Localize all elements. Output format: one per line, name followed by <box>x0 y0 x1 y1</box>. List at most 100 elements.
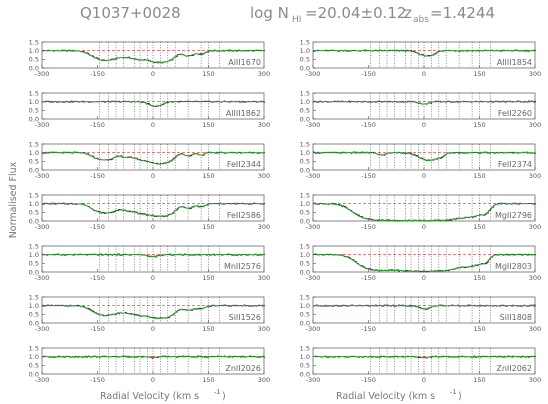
x-tick-label: 0 <box>422 70 426 78</box>
model-fit-line <box>42 356 264 358</box>
y-tick-label: 0.5 <box>29 107 39 115</box>
x-tick-label: -150 <box>90 376 105 384</box>
y-tick-label: 1.5 <box>29 38 39 46</box>
title-zabs: z abs =1.4244 <box>404 4 495 25</box>
y-tick-label: 0.0 <box>29 64 39 72</box>
panel-ZnII2026: 0.00.51.01.5 -300 -150 0 150 300 ZnII2026 <box>29 344 271 384</box>
ion-label: MgII2803 <box>495 262 532 271</box>
x-tick-label: 0 <box>422 274 426 282</box>
y-tick-label: 1.5 <box>29 140 39 148</box>
y-tick-label: 0.5 <box>29 362 39 370</box>
y-tick-label: 0.0 <box>300 217 310 225</box>
x-tick-label: 150 <box>473 223 485 231</box>
ion-label: FeII2586 <box>227 211 261 220</box>
ion-label: AlII1670 <box>228 58 261 67</box>
y-tick-label: 0.0 <box>300 115 310 123</box>
x-tick-label: 300 <box>258 172 270 180</box>
panel-MgII2796: 0.00.51.01.5 -300 -150 0 150 300 MgII2796 <box>300 191 542 231</box>
panel-FeII2586: 0.00.51.01.5 -300 -150 0 150 300 FeII2586 <box>29 191 271 231</box>
x-tick-label: 150 <box>473 121 485 129</box>
title-nhi-sub: HI <box>292 15 301 25</box>
y-tick-label: 0.5 <box>29 311 39 319</box>
model-fit-line <box>313 152 535 161</box>
x-tick-label: -300 <box>306 70 321 78</box>
y-tick-label: 0.0 <box>29 268 39 276</box>
x-tick-label: 300 <box>529 172 541 180</box>
x-tick-label: -300 <box>35 274 50 282</box>
x-tick-label: 300 <box>529 325 541 333</box>
x-tick-label: 150 <box>473 376 485 384</box>
x-tick-label: -300 <box>306 325 321 333</box>
title-nhi: log N HI =20.04±0.12 <box>250 4 406 25</box>
y-tick-label: 1.0 <box>29 98 39 106</box>
y-tick-label: 0.0 <box>300 268 310 276</box>
x-tick-label: 150 <box>473 172 485 180</box>
y-tick-label: 1.0 <box>29 302 39 310</box>
model-fit-line <box>313 50 535 57</box>
x-axis-label-right-sup: -1 <box>450 388 456 396</box>
x-tick-label: 0 <box>151 223 155 231</box>
panel-SiII1808: 0.00.51.01.5 -300 -150 0 150 300 SiII1808 <box>300 293 542 333</box>
x-tick-label: -150 <box>361 223 376 231</box>
x-tick-label: 150 <box>202 274 214 282</box>
x-tick-label: -300 <box>35 121 50 129</box>
ion-label: ZnII2062 <box>496 364 532 373</box>
ion-label: SiII1808 <box>500 313 532 322</box>
y-tick-label: 1.0 <box>300 149 310 157</box>
x-tick-label: -300 <box>35 223 50 231</box>
y-tick-label: 1.5 <box>300 191 310 199</box>
y-tick-label: 0.0 <box>29 217 39 225</box>
model-fit-line <box>42 101 264 107</box>
ion-label: ZnII2026 <box>225 364 261 373</box>
x-tick-label: -300 <box>35 70 50 78</box>
y-tick-label: 0.5 <box>29 56 39 64</box>
model-fit-line <box>313 356 535 358</box>
y-tick-label: 0.0 <box>29 319 39 327</box>
y-tick-label: 0.5 <box>300 362 310 370</box>
y-tick-label: 1.5 <box>29 89 39 97</box>
x-tick-label: 150 <box>202 223 214 231</box>
y-tick-label: 1.0 <box>29 251 39 259</box>
y-tick-label: 0.5 <box>300 260 310 268</box>
y-tick-label: 1.0 <box>300 251 310 259</box>
x-tick-label: 0 <box>151 325 155 333</box>
x-tick-label: -300 <box>306 274 321 282</box>
x-tick-label: 300 <box>529 121 541 129</box>
model-fit-line <box>42 305 264 319</box>
y-tick-label: 0.5 <box>300 158 310 166</box>
model-fit-line <box>42 50 264 63</box>
y-tick-label: 0.5 <box>29 260 39 268</box>
title-nhi-value: =20.04±0.12 <box>305 4 406 22</box>
y-tick-label: 1.5 <box>300 140 310 148</box>
ion-label: SiII1526 <box>229 313 261 322</box>
y-tick-label: 0.0 <box>29 115 39 123</box>
ion-label: FeII2260 <box>498 109 532 118</box>
x-axis-label-left: Radial Velocity (km s -1 ) <box>100 388 226 402</box>
x-tick-label: -150 <box>361 121 376 129</box>
x-tick-label: -300 <box>306 121 321 129</box>
x-tick-label: -300 <box>306 172 321 180</box>
x-tick-label: -300 <box>35 325 50 333</box>
y-tick-label: 0.5 <box>300 209 310 217</box>
x-tick-label: 0 <box>151 172 155 180</box>
y-tick-label: 0.5 <box>300 311 310 319</box>
x-tick-label: 300 <box>529 376 541 384</box>
x-tick-label: 300 <box>258 325 270 333</box>
y-tick-label: 1.0 <box>300 200 310 208</box>
title-nhi-prefix: log N <box>250 4 289 22</box>
y-tick-label: 1.0 <box>29 149 39 157</box>
x-tick-label: 150 <box>473 274 485 282</box>
title-zabs-value: =1.4244 <box>430 4 495 22</box>
y-tick-label: 0.0 <box>300 319 310 327</box>
x-tick-label: -150 <box>361 376 376 384</box>
y-tick-label: 1.5 <box>29 293 39 301</box>
panel-FeII2260: 0.00.51.01.5 -300 -150 0 150 300 FeII2260 <box>300 89 542 129</box>
x-tick-label: 300 <box>529 223 541 231</box>
x-axis-label-right-main: Radial Velocity (km s <box>336 391 435 402</box>
x-tick-label: -150 <box>90 121 105 129</box>
x-tick-label: -300 <box>306 223 321 231</box>
x-tick-label: 300 <box>258 376 270 384</box>
panel-MnII2576: 0.00.51.01.5 -300 -150 0 150 300 MnII2576 <box>29 242 271 282</box>
y-tick-label: 1.5 <box>300 38 310 46</box>
